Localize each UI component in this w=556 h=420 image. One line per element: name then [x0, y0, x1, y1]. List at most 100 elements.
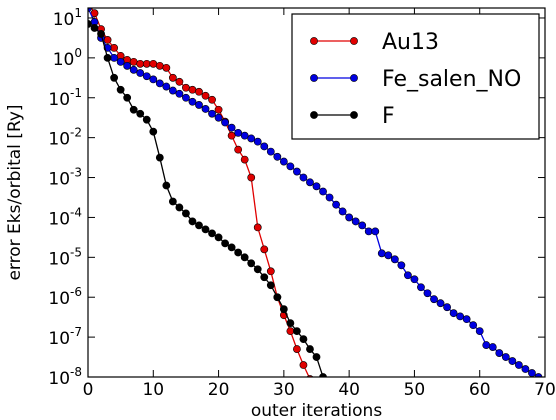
series-au13: [84, 0, 314, 377]
data-point-au13: [110, 43, 119, 52]
plot-frame: [87, 7, 546, 378]
legend-marker: [310, 37, 318, 45]
data-point-fe-salen-no: [253, 137, 262, 146]
legend-entry-fe-salen-no: Fe_salen_NO: [310, 67, 521, 92]
y-tick-label: 10-6: [48, 285, 82, 309]
data-point-f: [168, 197, 177, 206]
data-point-fe-salen-no: [306, 178, 314, 187]
data-point-fe-salen-no: [338, 207, 347, 216]
data-point-au13: [240, 155, 249, 164]
data-point-f: [182, 209, 190, 218]
data-point-fe-salen-no: [430, 295, 438, 304]
data-point-fe-salen-no: [279, 157, 288, 166]
legend-label: Fe_salen_NO: [382, 67, 521, 92]
data-point-au13: [299, 361, 308, 369]
data-point-f: [162, 181, 171, 190]
data-point-au13: [266, 267, 275, 276]
legend-marker: [310, 111, 318, 119]
data-point-f: [273, 293, 282, 302]
data-point-au13: [208, 95, 216, 104]
data-point-fe-salen-no: [501, 353, 510, 361]
data-point-fe-salen-no: [149, 75, 158, 84]
data-point-au13: [201, 91, 210, 100]
data-point-fe-salen-no: [475, 327, 484, 336]
data-point-f: [97, 30, 105, 38]
data-point-fe-salen-no: [162, 82, 171, 91]
data-point-fe-salen-no: [266, 147, 275, 156]
data-point-fe-salen-no: [449, 309, 458, 318]
data-point-fe-salen-no: [136, 69, 145, 77]
data-point-fe-salen-no: [286, 162, 295, 171]
data-point-fe-salen-no: [514, 361, 523, 369]
legend-label: Au13: [382, 30, 439, 55]
data-point-fe-salen-no: [325, 193, 334, 202]
axes-layer: 0 10 20 30 40 50 60 70 101 100 10-1 10-2 10-3 10-4 10-…: [48, 6, 555, 400]
data-point-fe-salen-no: [384, 251, 393, 260]
data-point-fe-salen-no: [110, 53, 119, 62]
data-point-f: [129, 105, 138, 114]
data-point-fe-salen-no: [397, 261, 406, 270]
series-layer: [84, 0, 543, 377]
x-tick-label: 10: [142, 380, 164, 400]
legend-entry-au13: Au13: [310, 30, 439, 55]
data-point-f: [188, 217, 197, 226]
data-point-fe-salen-no: [214, 113, 223, 122]
data-point-fe-salen-no: [495, 349, 504, 357]
data-point-f: [299, 335, 308, 344]
legend-entry-f: F: [310, 104, 395, 129]
y-tick-label: 10-7: [48, 325, 82, 349]
data-point-fe-salen-no: [175, 89, 184, 98]
legend-label: F: [382, 104, 395, 129]
data-point-fe-salen-no: [299, 173, 308, 182]
data-point-au13: [182, 83, 190, 92]
data-point-f: [247, 259, 256, 268]
data-point-au13: [129, 57, 138, 66]
data-point-fe-salen-no: [469, 321, 478, 330]
data-point-au13: [168, 73, 177, 82]
x-tick-label: 20: [208, 380, 230, 400]
data-point-f: [123, 93, 132, 102]
data-point-f: [266, 281, 275, 290]
data-point-fe-salen-no: [462, 315, 471, 324]
y-tick-label: 10-3: [48, 166, 82, 190]
data-point-f: [279, 305, 288, 314]
series-f: [88, 20, 327, 377]
data-point-au13: [214, 105, 223, 114]
data-point-fe-salen-no: [436, 299, 445, 308]
data-point-au13: [227, 131, 236, 140]
data-point-au13: [188, 85, 197, 94]
data-point-fe-salen-no: [129, 65, 138, 74]
x-tick-label: 0: [83, 380, 94, 400]
data-point-f: [227, 243, 236, 252]
x-tick-label: 70: [534, 380, 556, 400]
legend: Au13 Fe_salen_NO F: [291, 13, 540, 140]
data-point-fe-salen-no: [390, 255, 399, 264]
data-point-au13: [103, 36, 112, 44]
y-tick-label: 10-2: [48, 126, 82, 150]
data-point-au13: [293, 345, 301, 353]
data-point-fe-salen-no: [508, 357, 517, 365]
data-point-f: [103, 53, 112, 62]
data-point-fe-salen-no: [403, 271, 412, 280]
data-point-au13: [260, 245, 269, 254]
data-point-au13: [195, 87, 203, 96]
data-point-au13: [84, 0, 91, 6]
data-point-f: [253, 265, 262, 274]
legend-frame: [291, 13, 540, 140]
data-point-fe-salen-no: [142, 72, 151, 81]
data-point-au13: [253, 223, 262, 232]
legend-marker: [310, 74, 318, 82]
data-point-au13: [142, 59, 151, 68]
data-point-fe-salen-no: [123, 61, 132, 70]
data-point-fe-salen-no: [182, 93, 190, 102]
data-point-f: [195, 221, 203, 230]
data-point-fe-salen-no: [312, 182, 321, 191]
data-point-f: [116, 85, 125, 94]
data-point-fe-salen-no: [456, 312, 465, 321]
data-point-f: [208, 229, 216, 238]
data-point-f: [312, 353, 321, 361]
data-point-f: [201, 225, 210, 234]
data-point-fe-salen-no: [240, 131, 249, 140]
y-tick-label: 101: [53, 6, 82, 30]
